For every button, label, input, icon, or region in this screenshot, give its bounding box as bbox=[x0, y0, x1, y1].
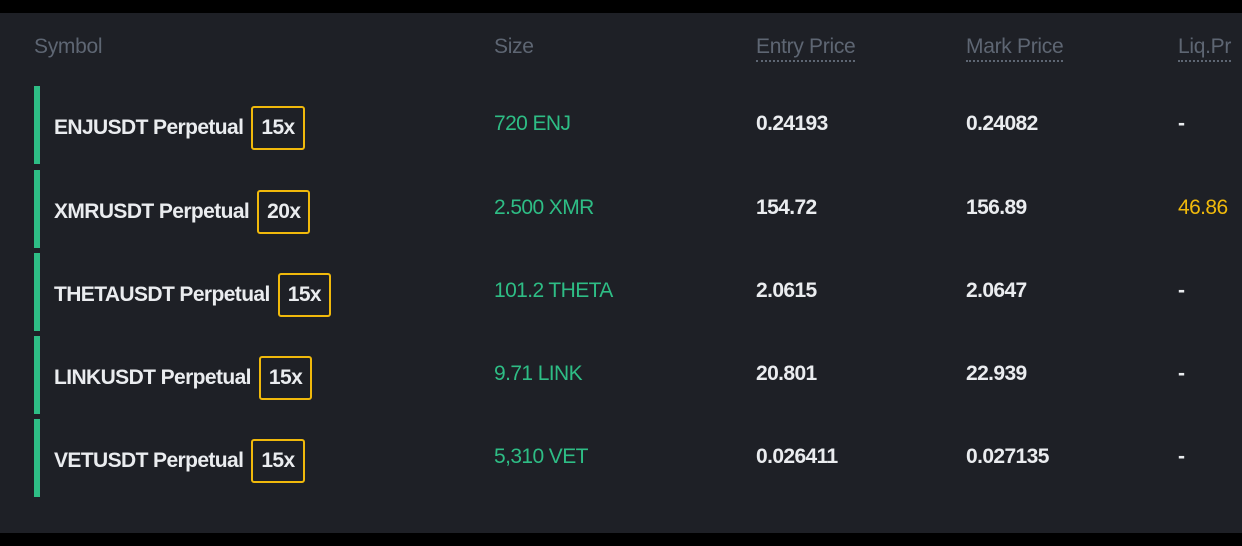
liq-price: - bbox=[1178, 112, 1185, 135]
position-size: 101.2 THETA bbox=[494, 279, 613, 302]
symbol-name[interactable]: VETUSDT Perpetual bbox=[54, 449, 244, 472]
liq-price: - bbox=[1178, 279, 1185, 302]
position-size: 2.500 XMR bbox=[494, 196, 594, 219]
position-row: XMRUSDT Perpetual 20x 2.500 XMR 154.72 1… bbox=[0, 170, 1242, 248]
leverage-button[interactable]: 15x bbox=[277, 273, 331, 317]
leverage-button[interactable]: 20x bbox=[257, 190, 311, 234]
symbol-cell: VETUSDT Perpetual 15x bbox=[54, 439, 305, 483]
liq-price: 46.86 bbox=[1178, 196, 1228, 219]
positions-table-header: Symbol Size Entry Price Mark Price Liq.P… bbox=[0, 35, 1242, 65]
position-row: LINKUSDT Perpetual 15x 9.71 LINK 20.801 … bbox=[0, 336, 1242, 414]
entry-price: 0.24193 bbox=[756, 112, 828, 135]
entry-price: 2.0615 bbox=[756, 279, 817, 302]
mark-price: 2.0647 bbox=[966, 279, 1027, 302]
symbol-cell: XMRUSDT Perpetual 20x bbox=[54, 190, 311, 234]
column-header-liq-price[interactable]: Liq.Pr bbox=[1178, 35, 1231, 62]
column-header-symbol[interactable]: Symbol bbox=[34, 35, 103, 58]
position-row: THETAUSDT Perpetual 15x 101.2 THETA 2.06… bbox=[0, 253, 1242, 331]
symbol-name[interactable]: THETAUSDT Perpetual bbox=[54, 283, 270, 306]
mark-price: 22.939 bbox=[966, 362, 1027, 385]
entry-price: 154.72 bbox=[756, 196, 817, 219]
column-header-mark-price[interactable]: Mark Price bbox=[966, 35, 1064, 62]
liq-price: - bbox=[1178, 362, 1185, 385]
entry-price: 0.026411 bbox=[756, 445, 838, 468]
symbol-name[interactable]: LINKUSDT Perpetual bbox=[54, 366, 252, 389]
positions-panel: Symbol Size Entry Price Mark Price Liq.P… bbox=[0, 13, 1242, 533]
symbol-name[interactable]: ENJUSDT Perpetual bbox=[54, 116, 244, 139]
position-size: 5,310 VET bbox=[494, 445, 588, 468]
entry-price: 20.801 bbox=[756, 362, 817, 385]
leverage-button[interactable]: 15x bbox=[251, 106, 305, 150]
mark-price: 0.027135 bbox=[966, 445, 1049, 468]
liq-price: - bbox=[1178, 445, 1185, 468]
column-header-entry-price[interactable]: Entry Price bbox=[756, 35, 856, 62]
column-header-size[interactable]: Size bbox=[494, 35, 534, 58]
long-position-indicator bbox=[34, 419, 40, 497]
long-position-indicator bbox=[34, 170, 40, 248]
mark-price: 0.24082 bbox=[966, 112, 1038, 135]
long-position-indicator bbox=[34, 253, 40, 331]
long-position-indicator bbox=[34, 86, 40, 164]
leverage-button[interactable]: 15x bbox=[258, 356, 313, 400]
position-size: 720 ENJ bbox=[494, 112, 571, 135]
mark-price: 156.89 bbox=[966, 196, 1027, 219]
symbol-cell: ENJUSDT Perpetual 15x bbox=[54, 106, 305, 150]
position-size: 9.71 LINK bbox=[494, 362, 583, 385]
leverage-button[interactable]: 15x bbox=[251, 439, 305, 483]
symbol-cell: THETAUSDT Perpetual 15x bbox=[54, 273, 331, 317]
position-row: VETUSDT Perpetual 15x 5,310 VET 0.026411… bbox=[0, 419, 1242, 497]
position-row: ENJUSDT Perpetual 15x 720 ENJ 0.24193 0.… bbox=[0, 86, 1242, 164]
symbol-name[interactable]: XMRUSDT Perpetual bbox=[54, 200, 250, 223]
symbol-cell: LINKUSDT Perpetual 15x bbox=[54, 356, 313, 400]
long-position-indicator bbox=[34, 336, 40, 414]
